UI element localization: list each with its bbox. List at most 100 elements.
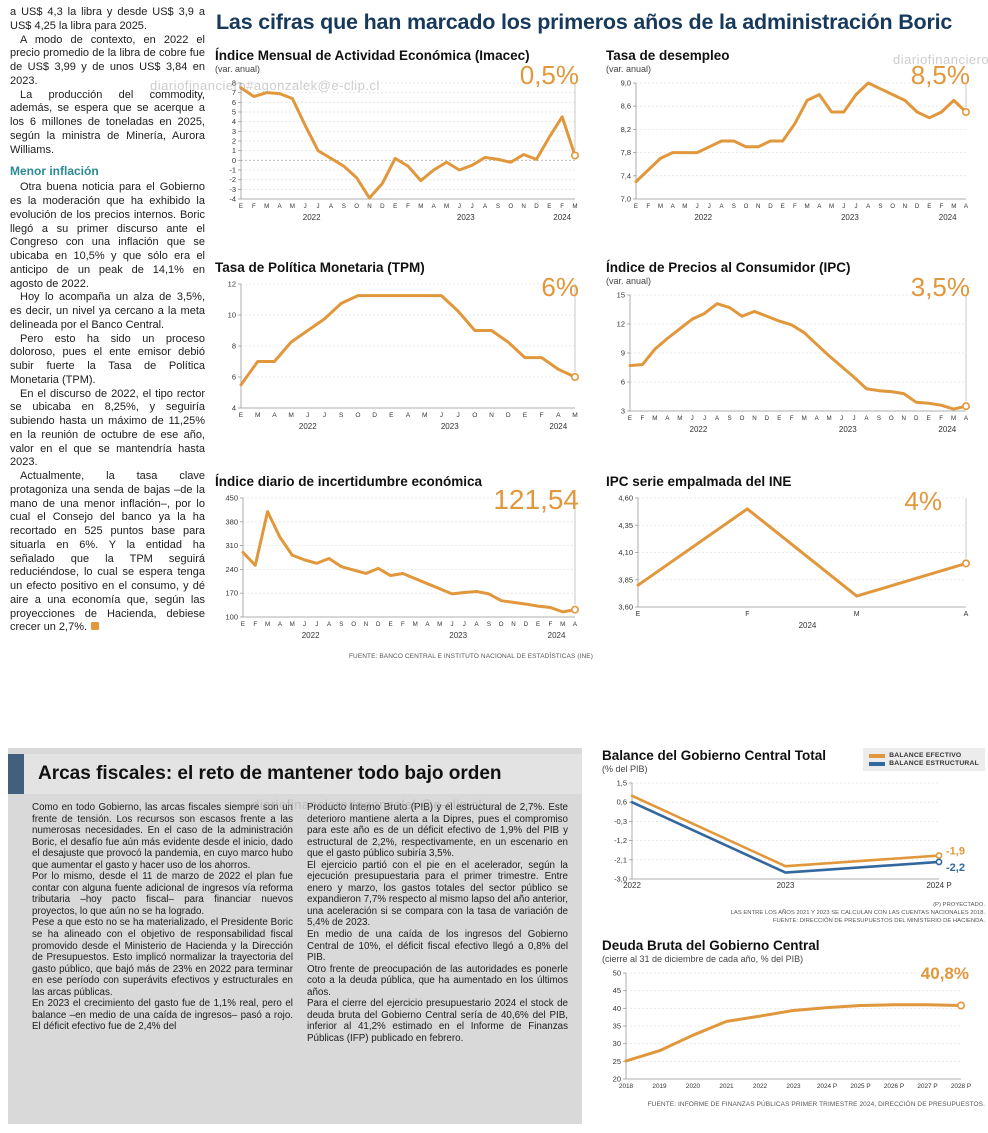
svg-text:D: D bbox=[534, 203, 539, 210]
svg-text:M: M bbox=[572, 203, 577, 210]
svg-text:2022: 2022 bbox=[690, 425, 708, 434]
svg-text:A: A bbox=[964, 611, 969, 618]
svg-text:N: N bbox=[367, 203, 371, 210]
svg-text:E: E bbox=[927, 415, 931, 422]
svg-text:6: 6 bbox=[621, 378, 625, 387]
chart-title: Tasa de Política Monetaria (TPM) bbox=[215, 260, 425, 275]
fiscal-panel: Arcas fiscales: el reto de mantener todo… bbox=[8, 748, 582, 1124]
svg-text:2024: 2024 bbox=[939, 213, 957, 222]
svg-text:O: O bbox=[499, 621, 504, 628]
svg-text:M: M bbox=[805, 203, 810, 210]
legend-item-estructural: BALANCE ESTRUCTURAL bbox=[869, 760, 979, 767]
svg-text:2022: 2022 bbox=[753, 1083, 768, 1090]
svg-text:E: E bbox=[777, 415, 781, 422]
chart-ipc-empalmada: IPC serie empalmada del INE 4% 4,60 4,35 4… bbox=[606, 474, 984, 642]
svg-text:4: 4 bbox=[232, 404, 236, 413]
svg-text:M: M bbox=[827, 415, 832, 422]
svg-text:M: M bbox=[255, 412, 261, 419]
legend-label: BALANCE ESTRUCTURAL bbox=[889, 760, 979, 767]
chart-tpm: Tasa de Política Monetaria (TPM) 6% 12 10… bbox=[215, 260, 593, 443]
chart-subtitle: (var. anual) bbox=[606, 276, 652, 286]
svg-text:-2,1: -2,1 bbox=[614, 855, 627, 864]
chart-title: IPC serie empalmada del INE bbox=[606, 474, 792, 489]
svg-text:5: 5 bbox=[232, 108, 236, 117]
svg-text:N: N bbox=[756, 203, 760, 210]
fiscal-column-1: Como en todo Gobierno, las arcas fiscale… bbox=[32, 802, 293, 1033]
svg-text:J: J bbox=[315, 621, 318, 628]
svg-text:M: M bbox=[951, 203, 956, 210]
svg-text:J: J bbox=[854, 203, 857, 210]
svg-text:2022: 2022 bbox=[299, 422, 317, 431]
svg-text:M: M bbox=[682, 203, 687, 210]
svg-text:N: N bbox=[903, 203, 907, 210]
svg-text:E: E bbox=[927, 203, 931, 210]
svg-text:E: E bbox=[239, 203, 243, 210]
svg-text:2023: 2023 bbox=[441, 422, 459, 431]
svg-text:M: M bbox=[264, 203, 269, 210]
svg-text:O: O bbox=[472, 412, 477, 419]
fiscal-panel-title: Arcas fiscales: el reto de mantener todo… bbox=[38, 763, 502, 784]
svg-text:380: 380 bbox=[225, 517, 238, 526]
svg-text:7,4: 7,4 bbox=[621, 171, 631, 180]
svg-text:50: 50 bbox=[613, 969, 621, 978]
svg-text:E: E bbox=[388, 621, 392, 628]
svg-text:-1,9: -1,9 bbox=[946, 846, 965, 858]
svg-text:M: M bbox=[677, 415, 682, 422]
svg-text:J: J bbox=[456, 412, 459, 419]
svg-text:-2: -2 bbox=[229, 175, 236, 184]
svg-text:M: M bbox=[290, 203, 295, 210]
svg-text:M: M bbox=[658, 203, 663, 210]
svg-text:9: 9 bbox=[621, 349, 625, 358]
svg-text:M: M bbox=[652, 415, 657, 422]
svg-text:2019: 2019 bbox=[652, 1083, 667, 1090]
svg-text:S: S bbox=[727, 415, 731, 422]
chart-title: Índice de Precios al Consumidor (IPC) bbox=[606, 260, 851, 275]
svg-text:7: 7 bbox=[232, 88, 236, 97]
svg-text:F: F bbox=[940, 203, 944, 210]
svg-text:15: 15 bbox=[617, 291, 625, 300]
svg-text:F: F bbox=[252, 203, 256, 210]
svg-text:35: 35 bbox=[613, 1022, 621, 1031]
chart-ipc: Índice de Precios al Consumidor (IPC) (v… bbox=[606, 260, 984, 446]
svg-text:4,35: 4,35 bbox=[618, 521, 633, 530]
svg-text:M: M bbox=[854, 611, 860, 618]
svg-text:2025 P: 2025 P bbox=[850, 1083, 870, 1090]
svg-text:310: 310 bbox=[225, 541, 238, 550]
svg-text:J: J bbox=[306, 412, 309, 419]
svg-text:F: F bbox=[646, 203, 650, 210]
svg-text:F: F bbox=[549, 621, 553, 628]
svg-text:S: S bbox=[487, 621, 491, 628]
svg-text:A: A bbox=[406, 412, 411, 419]
svg-text:-2,2: -2,2 bbox=[946, 862, 965, 874]
svg-text:-0,3: -0,3 bbox=[614, 817, 627, 826]
tpm-line-chart: 12 10 8 6 4 E M A M J J S O D E A M J J O N D E F A M 2022 2023 2024 bbox=[215, 278, 593, 443]
watermark: diariofinanciero#agonzalek@e-clip.cl bbox=[252, 797, 482, 812]
svg-text:2024: 2024 bbox=[553, 213, 571, 222]
svg-text:170: 170 bbox=[225, 589, 238, 598]
svg-text:M: M bbox=[951, 415, 956, 422]
svg-text:J: J bbox=[842, 203, 845, 210]
svg-text:3,85: 3,85 bbox=[618, 575, 633, 584]
chart-title: Balance del Gobierno Central Total bbox=[602, 748, 827, 763]
svg-text:F: F bbox=[745, 611, 749, 618]
svg-text:240: 240 bbox=[225, 565, 238, 574]
chart-subtitle: (var. anual) bbox=[215, 64, 261, 74]
legend-swatch-estructural-icon bbox=[869, 761, 886, 766]
svg-text:M: M bbox=[288, 412, 294, 419]
svg-text:2023: 2023 bbox=[457, 213, 475, 222]
watermark: diariofinanciero#agonzalek@e-clip.cl bbox=[893, 52, 988, 67]
chart-title: Deuda Bruta del Gobierno Central bbox=[602, 938, 820, 953]
svg-text:E: E bbox=[628, 415, 632, 422]
svg-text:E: E bbox=[241, 621, 245, 628]
svg-text:2024: 2024 bbox=[549, 422, 567, 431]
svg-text:S: S bbox=[339, 412, 344, 419]
svg-text:A: A bbox=[425, 621, 430, 628]
svg-text:A: A bbox=[715, 415, 720, 422]
svg-text:M: M bbox=[418, 203, 423, 210]
svg-text:8: 8 bbox=[232, 79, 236, 88]
svg-text:M: M bbox=[265, 621, 270, 628]
chart-value-label: 40,8% bbox=[920, 964, 969, 983]
svg-text:E: E bbox=[239, 412, 244, 419]
svg-text:A: A bbox=[866, 203, 871, 210]
deuda-line-chart: 50 45 40 35 30 25 20 2018 2019 2020 2021 2022 2023 20… bbox=[602, 967, 985, 1100]
